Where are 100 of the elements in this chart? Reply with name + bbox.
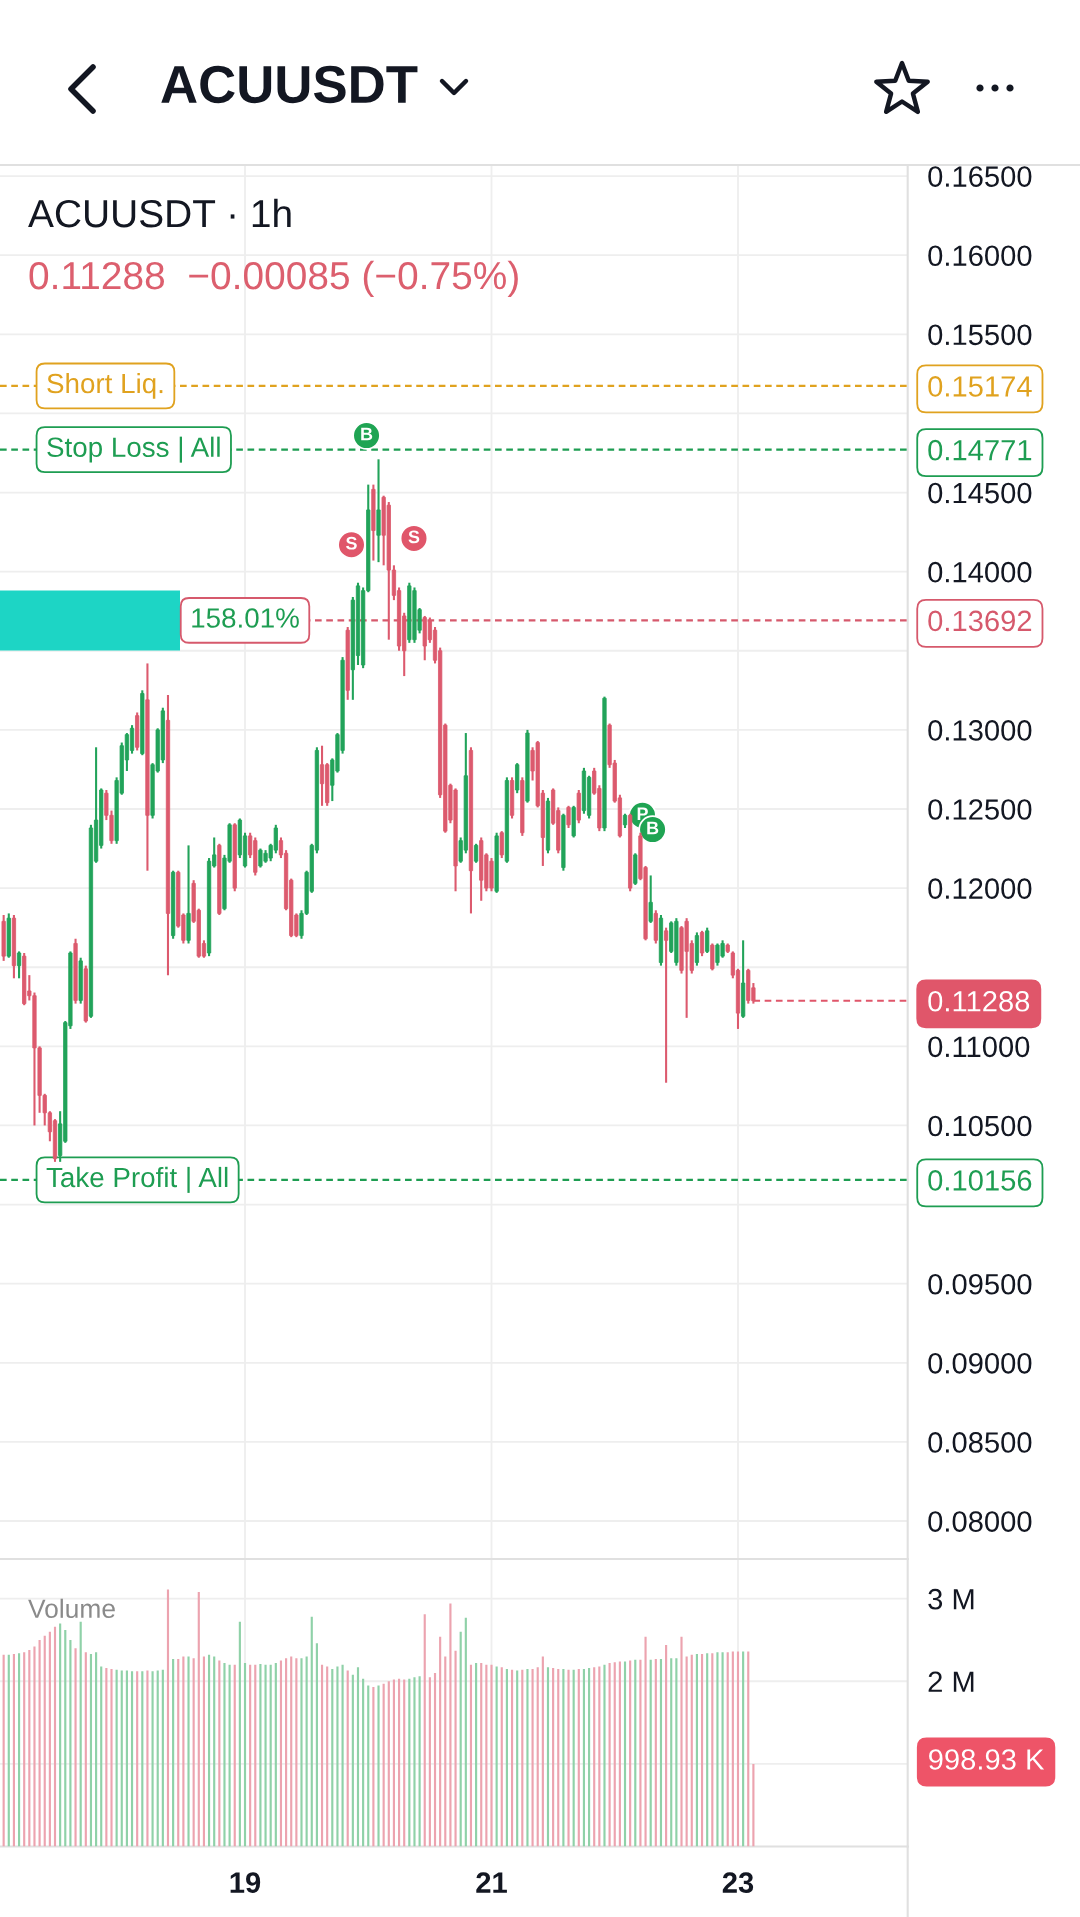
bar xyxy=(618,1661,621,1847)
bar xyxy=(74,1648,77,1847)
bar xyxy=(69,1639,72,1847)
bar xyxy=(634,1659,637,1847)
bar xyxy=(367,1685,370,1847)
x-tick-label: 21 xyxy=(476,1872,507,1893)
bar xyxy=(639,1659,642,1847)
bar xyxy=(202,1656,206,1847)
candlestick xyxy=(16,950,22,980)
bar xyxy=(721,1652,724,1847)
bar xyxy=(336,1666,339,1847)
bar xyxy=(187,1656,190,1847)
bar xyxy=(408,1678,411,1847)
annotation: 158.01% xyxy=(192,608,299,628)
bar xyxy=(526,1668,529,1847)
bar xyxy=(680,1636,683,1847)
bar xyxy=(387,1681,390,1847)
bar xyxy=(326,1666,329,1847)
y-tick-label: 2 M xyxy=(928,1671,974,1692)
bar xyxy=(623,1661,627,1847)
bar xyxy=(177,1658,180,1847)
text: Volume xyxy=(28,1598,115,1619)
y-tick-label: 0.16500 xyxy=(928,166,1032,187)
bar xyxy=(490,1664,493,1847)
bar xyxy=(459,1631,462,1847)
bar xyxy=(588,1668,591,1847)
bar xyxy=(228,1664,231,1847)
bar xyxy=(665,1644,668,1847)
bar xyxy=(747,1651,750,1847)
bar xyxy=(521,1669,524,1847)
bar xyxy=(464,1617,467,1847)
bar xyxy=(659,1658,663,1847)
bar xyxy=(731,1651,734,1847)
text: ACUUSDT · 1h xyxy=(28,198,291,228)
bar xyxy=(243,1663,247,1847)
bar xyxy=(315,1643,318,1847)
bar xyxy=(546,1667,550,1847)
bar xyxy=(742,1651,745,1847)
bar xyxy=(716,1652,719,1847)
bar xyxy=(572,1669,575,1847)
bar xyxy=(305,1656,308,1847)
x-tick-label: 19 xyxy=(230,1872,261,1893)
bar xyxy=(603,1664,606,1847)
bar xyxy=(752,1763,755,1847)
candlestick xyxy=(566,804,571,830)
bar xyxy=(736,1651,740,1847)
bar xyxy=(695,1654,698,1847)
bar xyxy=(269,1664,272,1847)
bar xyxy=(59,1623,62,1847)
bar xyxy=(351,1674,354,1847)
bar xyxy=(84,1652,87,1847)
data-label: S xyxy=(408,530,420,544)
candlestick xyxy=(699,929,705,958)
bar xyxy=(110,1668,113,1847)
bar xyxy=(130,1671,134,1847)
bar xyxy=(38,1639,41,1847)
bar xyxy=(12,1654,15,1847)
bar xyxy=(233,1664,236,1847)
bar xyxy=(23,1652,26,1847)
bar xyxy=(567,1669,570,1847)
bar xyxy=(700,1654,704,1847)
ref-line-label: Stop Loss | All xyxy=(47,436,220,463)
chart-title: ACUUSDT xyxy=(161,65,418,104)
candlestick xyxy=(499,830,504,860)
y-tick-label: 0.11000 xyxy=(928,1036,1030,1058)
bar xyxy=(331,1668,334,1847)
bar xyxy=(182,1656,185,1847)
bar xyxy=(608,1663,611,1847)
bar xyxy=(151,1671,154,1847)
bar xyxy=(100,1666,103,1847)
ref-line-label: Short Liq. xyxy=(47,372,163,399)
bar xyxy=(279,1660,283,1847)
y-tick-label: 0.08500 xyxy=(928,1432,1032,1453)
bar xyxy=(562,1668,565,1847)
bar xyxy=(418,1676,421,1847)
bar xyxy=(120,1670,123,1847)
data-label: P xyxy=(637,807,648,820)
bar xyxy=(469,1664,473,1847)
bar xyxy=(207,1654,211,1847)
bar xyxy=(706,1653,709,1847)
bar xyxy=(172,1658,175,1847)
bar xyxy=(495,1666,498,1847)
y-tick-label: 0.12500 xyxy=(928,799,1032,820)
bar xyxy=(377,1685,380,1847)
bar xyxy=(685,1656,688,1847)
bar xyxy=(726,1652,729,1847)
data-label: B xyxy=(361,427,373,441)
y-tick-label: 0.11288 xyxy=(928,990,1030,1012)
bar xyxy=(392,1679,395,1847)
bar xyxy=(439,1636,442,1847)
bar xyxy=(649,1659,652,1847)
bar xyxy=(346,1670,349,1847)
annotation: 0.11288 −0.00085 (−0.75%) xyxy=(29,260,518,298)
bar xyxy=(79,1621,82,1847)
y-tick-label: 0.10500 xyxy=(928,1115,1032,1137)
bar xyxy=(433,1673,437,1847)
bar xyxy=(136,1671,139,1847)
y-tick-label: 0.15174 xyxy=(928,376,1032,397)
bar xyxy=(192,1658,195,1847)
bar xyxy=(166,1589,170,1847)
